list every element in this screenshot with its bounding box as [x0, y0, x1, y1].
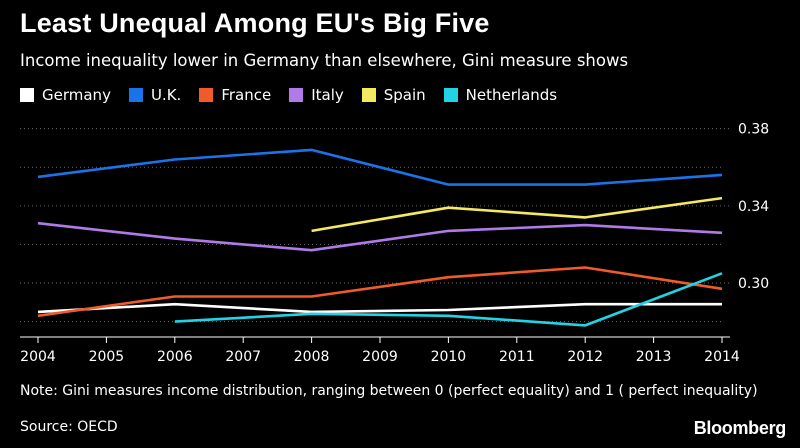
x-tick-label: 2005 [89, 349, 125, 365]
series-line-spain [311, 196, 723, 233]
x-tick-label: 2012 [567, 349, 603, 365]
series-line-u-k [37, 148, 723, 186]
legend-swatch [20, 88, 34, 102]
chart-legend: Germany U.K. France Italy Spain Netherlands [20, 86, 575, 104]
y-tick-label: 0.38 [738, 122, 769, 138]
x-tick-label: 2007 [225, 349, 261, 365]
x-tick-label: 2011 [499, 349, 535, 365]
legend-swatch [199, 88, 214, 102]
legend-label: U.K. [150, 86, 182, 104]
y-tick-label: 0.34 [738, 199, 769, 215]
x-tick-label: 2009 [362, 349, 398, 365]
legend-item: Germany [20, 86, 111, 104]
x-tick-label: 2008 [294, 349, 330, 365]
chart-title: Least Unequal Among EU's Big Five [20, 8, 490, 38]
y-tick-label: 0.30 [738, 276, 769, 292]
legend-label: Italy [311, 86, 344, 104]
x-tick-label: 2006 [157, 349, 193, 365]
x-tick-label: 2014 [704, 349, 740, 365]
legend-label: France [221, 86, 272, 104]
series-line-italy [37, 221, 723, 252]
axes: 0.30 0.34 0.38 2004 2005 2006 2007 2008 2009 2010… [20, 122, 769, 365]
series-line-germany [37, 302, 722, 314]
legend-item: France [199, 86, 271, 104]
legend-swatch [443, 88, 458, 102]
chart-source: Source: OECD [20, 419, 118, 435]
grid-lines [20, 128, 730, 323]
legend-label: Spain [383, 86, 426, 104]
legend-item: U.K. [128, 86, 182, 104]
chart-subtitle: Income inequality lower in Germany than … [20, 51, 629, 70]
x-tick-label: 2004 [20, 349, 56, 365]
x-tick-label: 2013 [636, 349, 672, 365]
legend-swatch [289, 88, 304, 102]
legend-item: Spain [361, 86, 426, 104]
legend-swatch [361, 88, 376, 102]
x-tick-label: 2010 [431, 349, 467, 365]
legend-swatch [128, 88, 143, 102]
bloomberg-logo: Bloomberg [693, 418, 787, 438]
chart-note: Note: Gini measures income distribution,… [20, 383, 758, 399]
series-line-france [37, 266, 723, 318]
series-line-netherlands [174, 272, 723, 327]
legend-item: Netherlands [443, 86, 558, 104]
legend-item: Italy [289, 86, 344, 104]
legend-label: Germany [42, 86, 111, 104]
legend-label: Netherlands [465, 86, 558, 104]
series-lines [37, 148, 723, 327]
